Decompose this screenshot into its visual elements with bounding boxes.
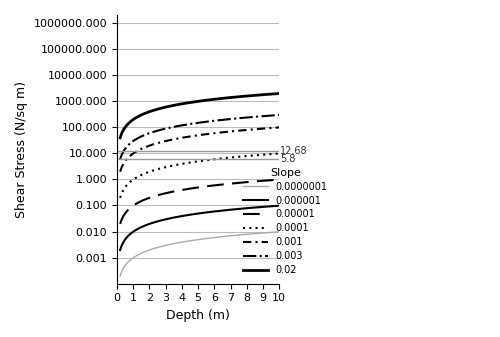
0.003 (117, 157, 123, 161)
0.000001 (248, 206, 254, 210)
0.0001 (117, 196, 123, 200)
0.000001 (272, 204, 278, 208)
0.0001 (192, 160, 198, 164)
0.003 (248, 115, 254, 119)
0.003 (272, 113, 278, 117)
Line: 0.00001: 0.00001 (120, 180, 279, 224)
0.001 (212, 131, 218, 135)
Text: 12.68: 12.68 (280, 146, 307, 156)
0.0000001 (276, 230, 282, 234)
0.001 (194, 133, 200, 137)
0.02 (192, 100, 198, 104)
0.001 (192, 133, 198, 137)
0.00001 (248, 180, 254, 184)
0.001 (117, 170, 123, 174)
Line: 0.003: 0.003 (120, 115, 279, 159)
0.00001 (212, 183, 218, 187)
0.001 (248, 128, 254, 132)
Line: 0.0000001: 0.0000001 (120, 232, 279, 276)
0.00001 (272, 178, 278, 182)
Line: 0.001: 0.001 (120, 127, 279, 172)
0.000001 (192, 212, 198, 216)
0.001 (272, 126, 278, 130)
0.001 (203, 132, 209, 136)
0.0000001 (248, 232, 254, 236)
0.003 (192, 121, 198, 125)
Line: 0.0001: 0.0001 (120, 154, 279, 198)
0.0000001 (203, 237, 209, 241)
Line: 0.02: 0.02 (120, 93, 279, 138)
0.0001 (203, 158, 209, 162)
0.02 (203, 98, 209, 102)
X-axis label: Depth (m): Depth (m) (166, 309, 230, 322)
0.02 (276, 91, 282, 95)
0.003 (212, 119, 218, 123)
0.0001 (212, 157, 218, 161)
0.000001 (194, 212, 200, 216)
0.00001 (276, 178, 282, 182)
0.003 (203, 120, 209, 124)
0.02 (194, 99, 200, 103)
0.0000001 (194, 238, 200, 242)
0.00001 (117, 222, 123, 226)
0.0000001 (117, 274, 123, 278)
0.003 (276, 113, 282, 117)
0.000001 (212, 209, 218, 213)
0.02 (117, 136, 123, 140)
Legend: 0.0000001, 0.000001, 0.00001, 0.0001, 0.001, 0.003, 0.02: 0.0000001, 0.000001, 0.00001, 0.0001, 0.… (240, 164, 331, 279)
0.000001 (276, 204, 282, 208)
0.0001 (194, 159, 200, 163)
0.0000001 (212, 236, 218, 240)
0.003 (194, 121, 200, 125)
0.0000001 (272, 230, 278, 234)
0.001 (276, 125, 282, 129)
0.00001 (203, 184, 209, 188)
Line: 0.000001: 0.000001 (120, 206, 279, 250)
Text: 5.8: 5.8 (280, 154, 295, 164)
0.000001 (203, 210, 209, 214)
0.00001 (192, 186, 198, 190)
Y-axis label: Shear Stress (N/sq m): Shear Stress (N/sq m) (15, 81, 28, 218)
0.02 (272, 92, 278, 96)
0.0001 (272, 152, 278, 156)
0.00001 (194, 186, 200, 190)
0.0000001 (192, 238, 198, 242)
0.0001 (276, 152, 282, 156)
0.02 (212, 97, 218, 101)
0.02 (248, 94, 254, 98)
0.0001 (248, 154, 254, 158)
0.000001 (117, 248, 123, 252)
